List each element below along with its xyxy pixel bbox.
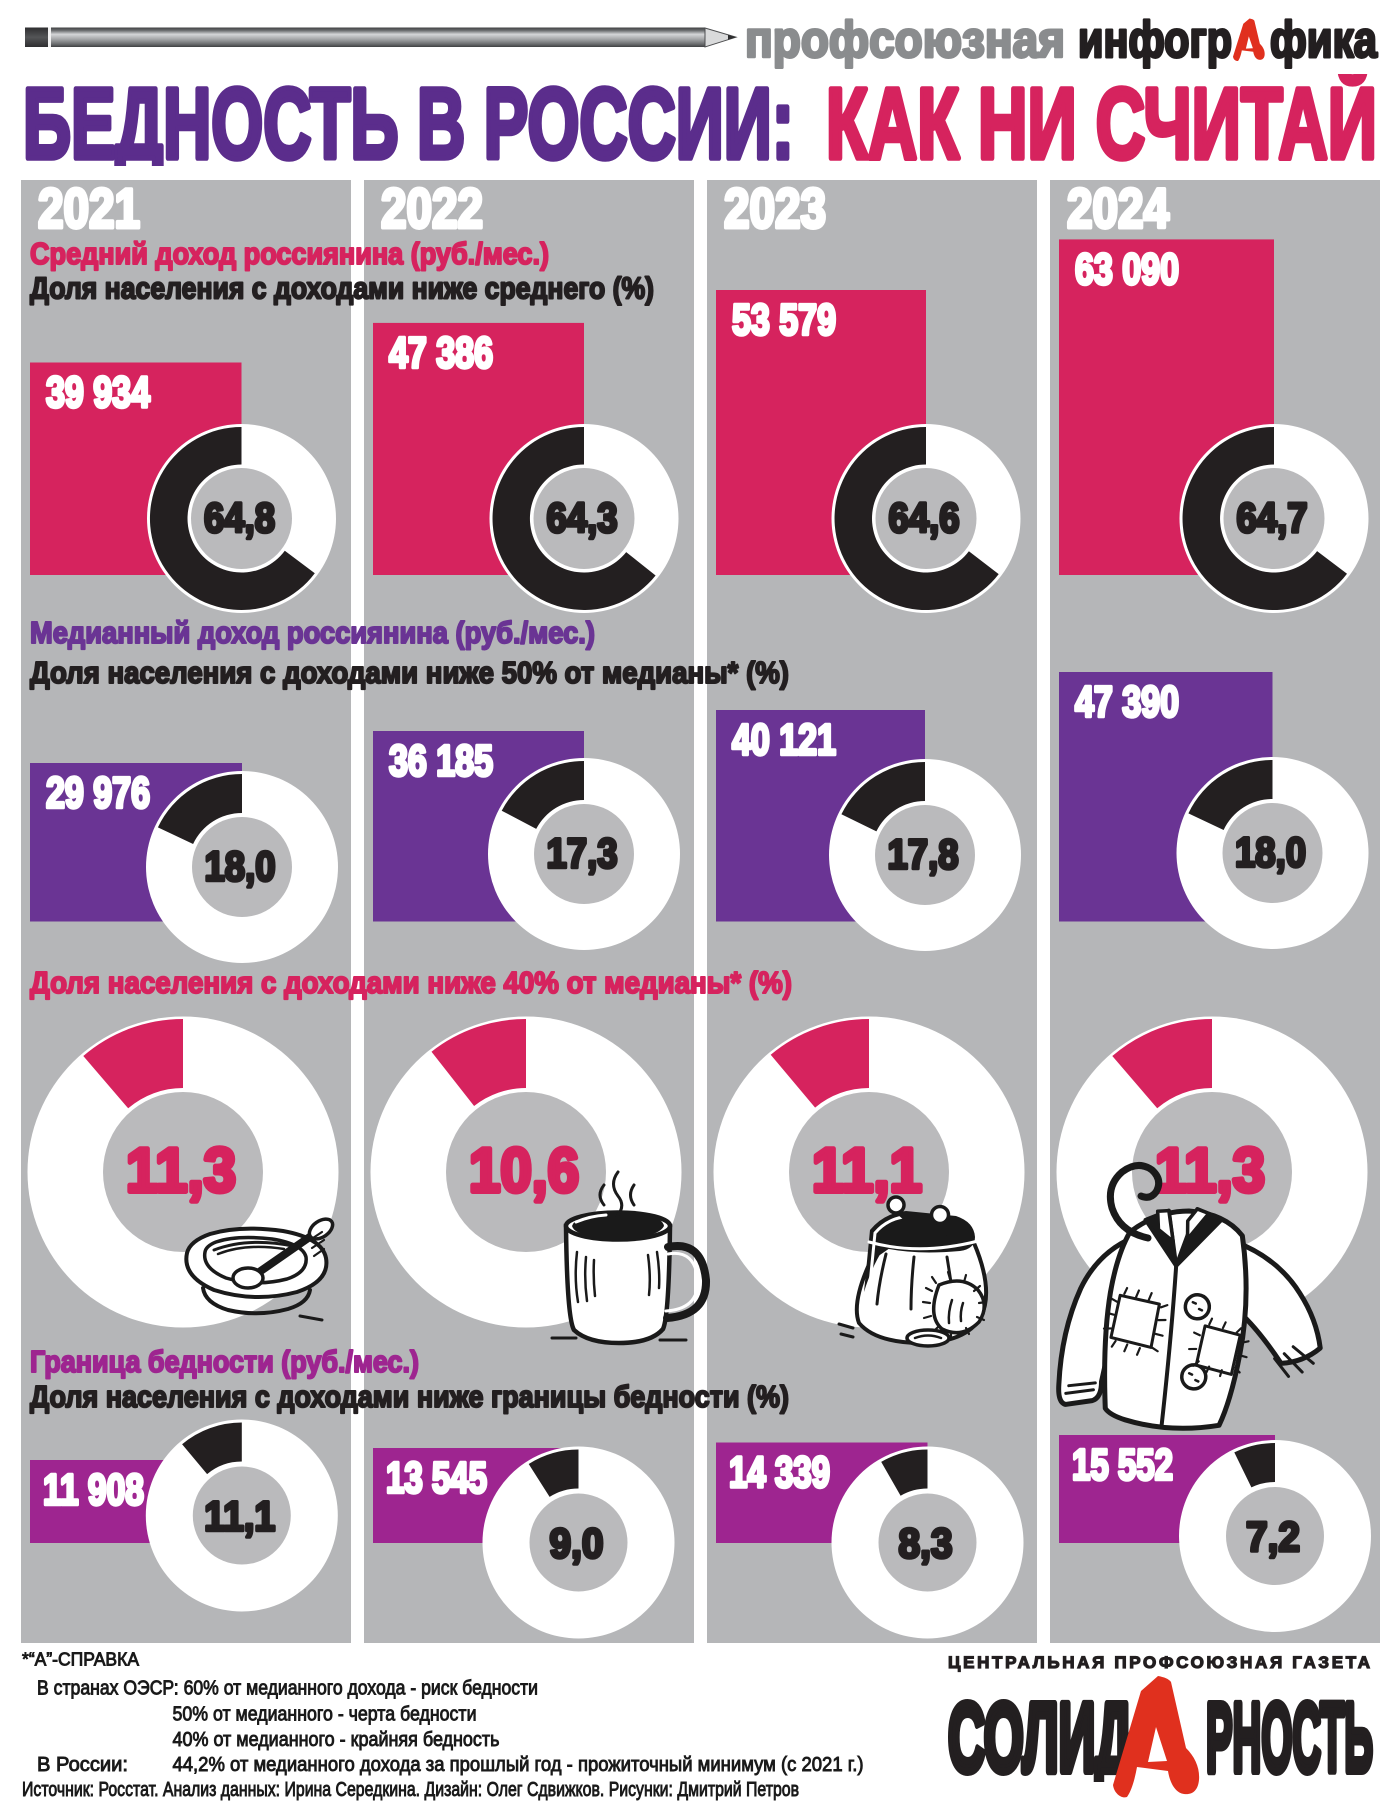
svg-text:50% от медианного - черта бедн: 50% от медианного - черта бедности [173,1704,477,1726]
svg-text:64,6: 64,6 [889,494,960,541]
svg-text:15 552: 15 552 [1072,1442,1173,1490]
svg-text:9,0: 9,0 [550,1520,604,1567]
svg-text:КАК НИ СЧИТАЙ: КАК НИ СЧИТАЙ [826,67,1377,180]
svg-text:29 976: 29 976 [46,770,150,818]
svg-text:44,2% от медианного дохода за: 44,2% от медианного дохода за прошлый го… [173,1754,864,1776]
svg-text:Доля населения с доходами ниже: Доля населения с доходами ниже границы б… [30,1380,789,1414]
svg-text:инфогр: инфогр [1078,11,1232,68]
svg-text:18,0: 18,0 [1235,829,1306,876]
svg-text:11 908: 11 908 [43,1467,144,1515]
svg-text:17,8: 17,8 [888,831,959,878]
svg-text:ЦЕНТРАЛЬНАЯ ПРОФСОЮЗНАЯ ГАЗЕТА: ЦЕНТРАЛЬНАЯ ПРОФСОЮЗНАЯ ГАЗЕТА [948,1653,1373,1672]
svg-text:47 386: 47 386 [389,329,493,377]
svg-text:В России:: В России: [37,1754,128,1776]
svg-text:Доля населения с доходами ниже: Доля населения с доходами ниже 50% от ме… [30,656,789,690]
svg-text:63 090: 63 090 [1075,246,1179,294]
svg-text:13 545: 13 545 [386,1455,487,1503]
svg-text:Источник: Росстат. Анализ данн: Источник: Росстат. Анализ данных: Ирина … [22,1779,799,1801]
svg-text:39 934: 39 934 [46,369,150,417]
svg-text:11,1: 11,1 [812,1137,922,1206]
svg-text:фика: фика [1270,11,1378,68]
svg-text:18,0: 18,0 [205,843,276,890]
svg-text:БЕДНОСТЬ В РОССИИ:: БЕДНОСТЬ В РОССИИ: [23,68,794,180]
svg-text:40% от медианного - крайняя бе: 40% от медианного - крайняя бедность [173,1729,500,1751]
svg-text:8,3: 8,3 [899,1520,953,1567]
svg-text:11,1: 11,1 [204,1493,275,1540]
svg-text:53 579: 53 579 [732,297,836,345]
svg-text:*“А”-СПРАВКА: *“А”-СПРАВКА [22,1650,139,1670]
svg-text:64,8: 64,8 [204,494,275,541]
svg-text:Средний доход россиянина (руб.: Средний доход россиянина (руб./мес.) [30,237,549,271]
svg-text:профсоюзная: профсоюзная [745,11,1065,68]
svg-text:64,3: 64,3 [547,494,618,541]
svg-text:7,2: 7,2 [1246,1513,1300,1560]
svg-text:В странах ОЭСР: 60% от медианн: В странах ОЭСР: 60% от медианного дохода… [37,1678,538,1700]
svg-text:Медианный доход россиянина (ру: Медианный доход россиянина (руб./мес.) [30,616,595,650]
svg-text:СОЛИД: СОЛИД [948,1683,1132,1792]
svg-text:10,6: 10,6 [469,1137,579,1206]
svg-text:14 339: 14 339 [729,1449,830,1497]
svg-text:2022: 2022 [381,177,483,240]
svg-text:РНОСТЬ: РНОСТЬ [1206,1683,1373,1792]
svg-text:64,7: 64,7 [1237,494,1308,541]
svg-text:47 390: 47 390 [1075,679,1179,727]
svg-text:Граница бедности (руб./мес.): Граница бедности (руб./мес.) [30,1345,419,1379]
svg-text:2024: 2024 [1067,177,1169,240]
svg-text:2023: 2023 [724,177,826,240]
svg-text:2021: 2021 [38,177,140,240]
svg-text:36 185: 36 185 [389,738,493,786]
svg-text:Доля населения с доходами ниже: Доля населения с доходами ниже среднего … [30,272,654,306]
svg-text:11,3: 11,3 [126,1137,236,1206]
svg-text:40 121: 40 121 [732,717,836,765]
svg-text:17,3: 17,3 [547,830,618,877]
svg-text:Доля населения с доходами ниже: Доля населения с доходами ниже 40% от ме… [30,966,792,1000]
svg-text:11,3: 11,3 [1155,1137,1265,1206]
